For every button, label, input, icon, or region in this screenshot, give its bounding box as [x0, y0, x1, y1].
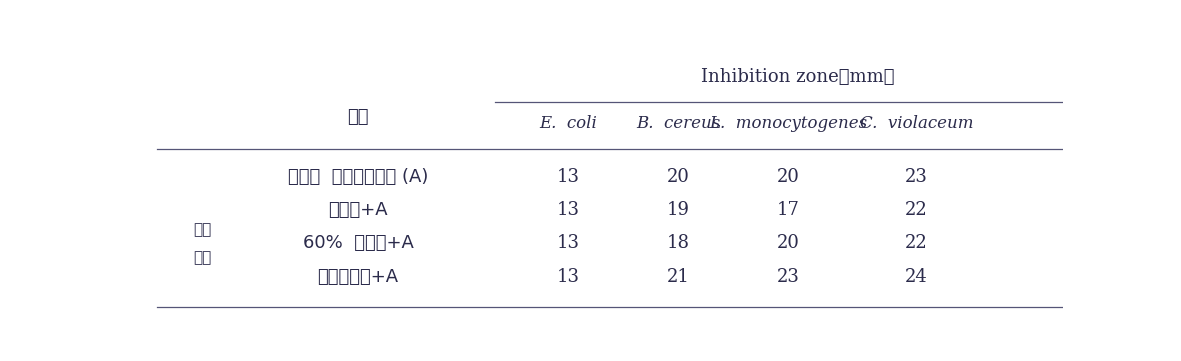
Text: 비누베이스+A: 비누베이스+A [318, 268, 399, 286]
Text: 성분: 성분 [347, 108, 368, 126]
Text: 60%  에탄올+A: 60% 에탄올+A [302, 234, 413, 252]
Text: 22: 22 [905, 201, 928, 219]
Text: 22: 22 [905, 234, 928, 252]
Text: 13: 13 [557, 234, 580, 252]
Text: L.  monocytogenes: L. monocytogenes [710, 116, 867, 132]
Text: 21: 21 [667, 268, 690, 286]
Text: 19: 19 [667, 201, 690, 219]
Text: 용액: 용액 [194, 222, 211, 237]
Text: 24: 24 [905, 268, 928, 286]
Text: C.  violaceum: C. violaceum [860, 116, 973, 132]
Text: 23: 23 [905, 168, 928, 186]
Text: 개발된  항균복합소재 (A): 개발된 항균복합소재 (A) [288, 168, 429, 186]
Text: E.  coli: E. coli [540, 116, 598, 132]
Text: 20: 20 [667, 168, 690, 186]
Text: 17: 17 [777, 201, 800, 219]
Text: 20: 20 [777, 168, 800, 186]
Text: 13: 13 [557, 268, 580, 286]
Text: 정제수+A: 정제수+A [328, 201, 387, 219]
Text: 13: 13 [557, 168, 580, 186]
Text: Inhibition zone（mm）: Inhibition zone（mm） [700, 68, 894, 86]
Text: B.  cereus: B. cereus [637, 116, 720, 132]
Text: 18: 18 [667, 234, 690, 252]
Text: 23: 23 [777, 268, 800, 286]
Text: 제제: 제제 [194, 250, 211, 265]
Text: 20: 20 [777, 234, 800, 252]
Text: 13: 13 [557, 201, 580, 219]
